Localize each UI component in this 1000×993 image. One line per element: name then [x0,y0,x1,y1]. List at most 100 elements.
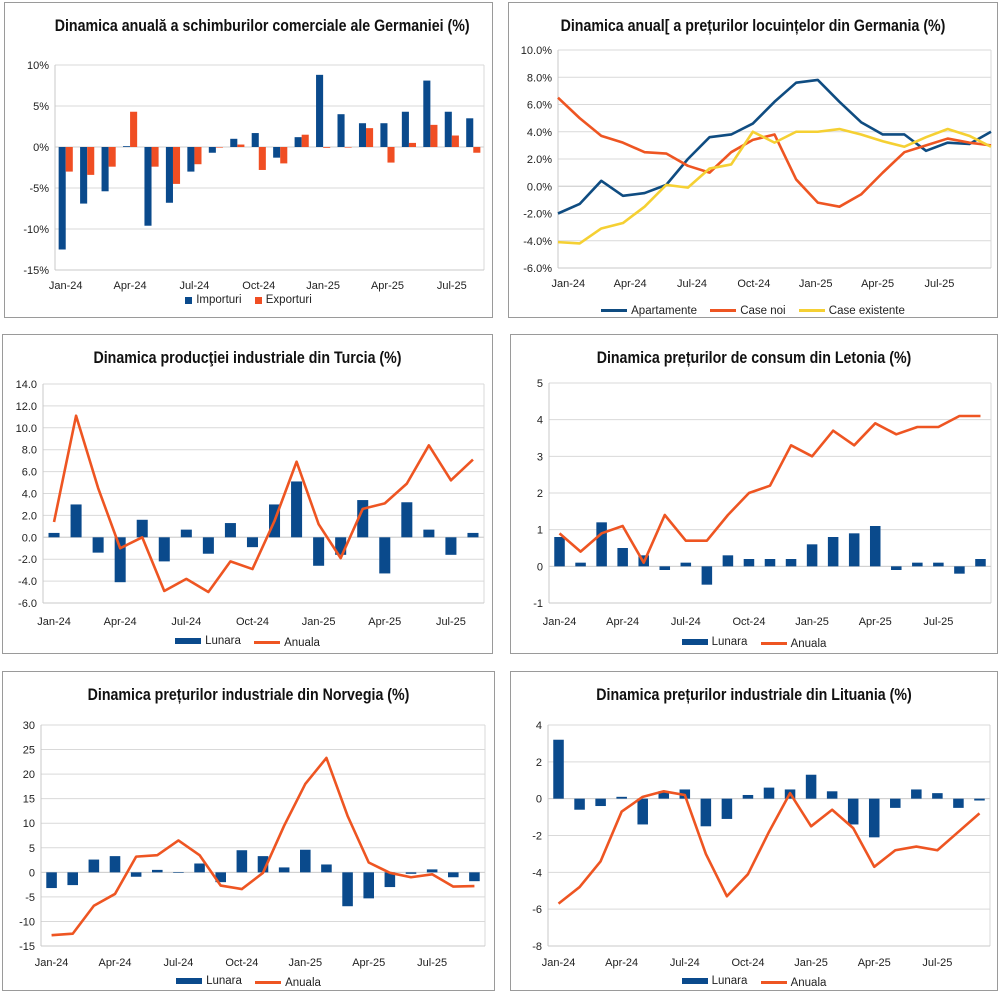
bar-lunara [574,798,585,810]
bar-lunara [891,566,902,570]
y-tick-label: 12.0 [16,401,37,413]
y-tick-label: 6.0% [527,100,552,112]
chart-title: Dinamica producţiei industriale din Turc… [93,349,402,367]
chart-title: Dinamica prețurilor de consum din Letoni… [596,349,912,367]
bar-lunara [847,798,859,825]
x-tick-label: Jan-24 [35,957,69,969]
bar-exporturi [473,147,481,153]
bar-lunara [130,872,142,877]
y-tick-label: -2.0 [18,554,37,566]
bar-lunara [180,529,192,538]
bar-lunara [173,872,184,873]
legend-swatch-importuri [185,296,193,304]
legend-swatch-lunara [681,639,708,645]
y-tick-label: 14.0 [16,379,37,391]
legend-label: Exporturi [265,294,312,306]
bar-exporturi [215,147,223,148]
bar-lunara [785,559,797,567]
bar-exporturi [172,147,181,184]
bar-lunara [743,559,755,567]
series-line-anuala [51,756,475,937]
bar-lunara [313,537,325,566]
bar-lunara [975,559,986,567]
y-tick-label: 3 [537,451,543,463]
bar-lunara [763,787,775,799]
y-tick-label: 20 [23,769,35,781]
x-tick-label: Apr-24 [104,616,137,628]
y-tick-label: -6 [532,904,542,916]
chart-legend: Lunara Anuala [511,975,997,989]
bar-lunara [595,798,606,807]
bar-lunara [384,872,396,888]
x-tick-label: Oct-24 [731,957,764,969]
x-tick-label: Oct-24 [242,280,275,292]
x-tick-label: Apr-25 [858,957,891,969]
bar-lunara [342,872,353,907]
y-tick-label: 4 [536,720,542,732]
y-tick-label: -5% [29,183,49,195]
chart-panel-latvia-cpi: Dinamica prețurilor de consum din Letoni… [510,334,998,654]
chart-legend: Apartamente Case noi Case existente [509,303,997,317]
chart-legend: Importuri Exporturi [5,294,492,307]
bar-lunara [92,537,104,553]
x-tick-label: Jan-24 [49,280,83,292]
y-tick-label: 0.0% [527,181,552,193]
bar-lunara [554,537,565,567]
bar-importuri [101,147,109,192]
legend-item-anuala: Anuala [760,977,826,989]
y-tick-label: -2.0% [523,209,552,221]
chart-title: Dinamica anuală a schimburilor comercial… [54,17,470,35]
legend-item-anuala: Anuala [254,637,320,649]
bar-lunara [637,798,648,825]
legend-label: Importuri [196,294,242,306]
x-tick-label: Jul-24 [670,957,700,969]
y-tick-label: 25 [23,745,35,757]
bar-lunara [405,872,417,874]
bar-lunara [136,519,148,538]
bar-importuri [273,147,281,158]
bar-lunara [596,522,607,567]
x-tick-label: Jan-24 [543,616,577,628]
y-tick-label: -15 [19,941,35,953]
y-tick-label: 2 [536,757,542,769]
y-tick-label: 10% [27,60,49,72]
bar-importuri [144,147,152,226]
series-line-case-noi [557,96,992,208]
bar-lunara [321,864,332,873]
bar-lunara [659,566,671,570]
series-line-anuala [52,414,474,594]
bar-lunara [700,798,712,827]
series-line-case-existente [557,127,992,245]
chart-panel-germany-housing: Dinamica anual[ a prețurilor locuințelor… [508,2,998,318]
legend-swatch-lunara [681,978,708,984]
bar-exporturi [430,124,438,147]
bar-lunara [114,537,126,583]
bar-exporturi [301,134,309,147]
legend-label: Lunara [206,975,242,987]
legend-item-case-noi: Case noi [710,304,786,317]
y-tick-label: 8.0 [22,445,37,457]
bar-lunara [616,796,627,799]
bar-lunara [257,856,269,873]
bar-lunara [658,791,670,799]
y-tick-label: -4.0 [18,576,37,588]
x-tick-label: Oct-24 [225,957,258,969]
bar-exporturi [65,147,73,172]
y-tick-label: 30 [23,720,35,732]
x-tick-label: Apr-24 [98,957,131,969]
y-tick-label: 0 [536,794,542,806]
x-tick-label: Apr-25 [859,616,892,628]
chart-panel-norway-industrial-prices: Dinamica prețurilor industriale din Norv… [2,671,495,991]
y-tick-label: 4.0% [527,127,552,139]
legend-label: Case noi [740,304,786,317]
x-tick-label: Jul-24 [677,278,707,290]
legend-item-exporturi: Exporturi [254,294,312,306]
bar-importuri [316,74,324,147]
bar-lunara [46,872,57,889]
y-tick-label: 5 [537,378,543,390]
x-tick-label: Jul-25 [417,957,447,969]
x-tick-label: Apr-24 [614,278,647,290]
legend-item-anuala: Anuala [760,638,826,650]
bar-lunara [379,537,391,574]
